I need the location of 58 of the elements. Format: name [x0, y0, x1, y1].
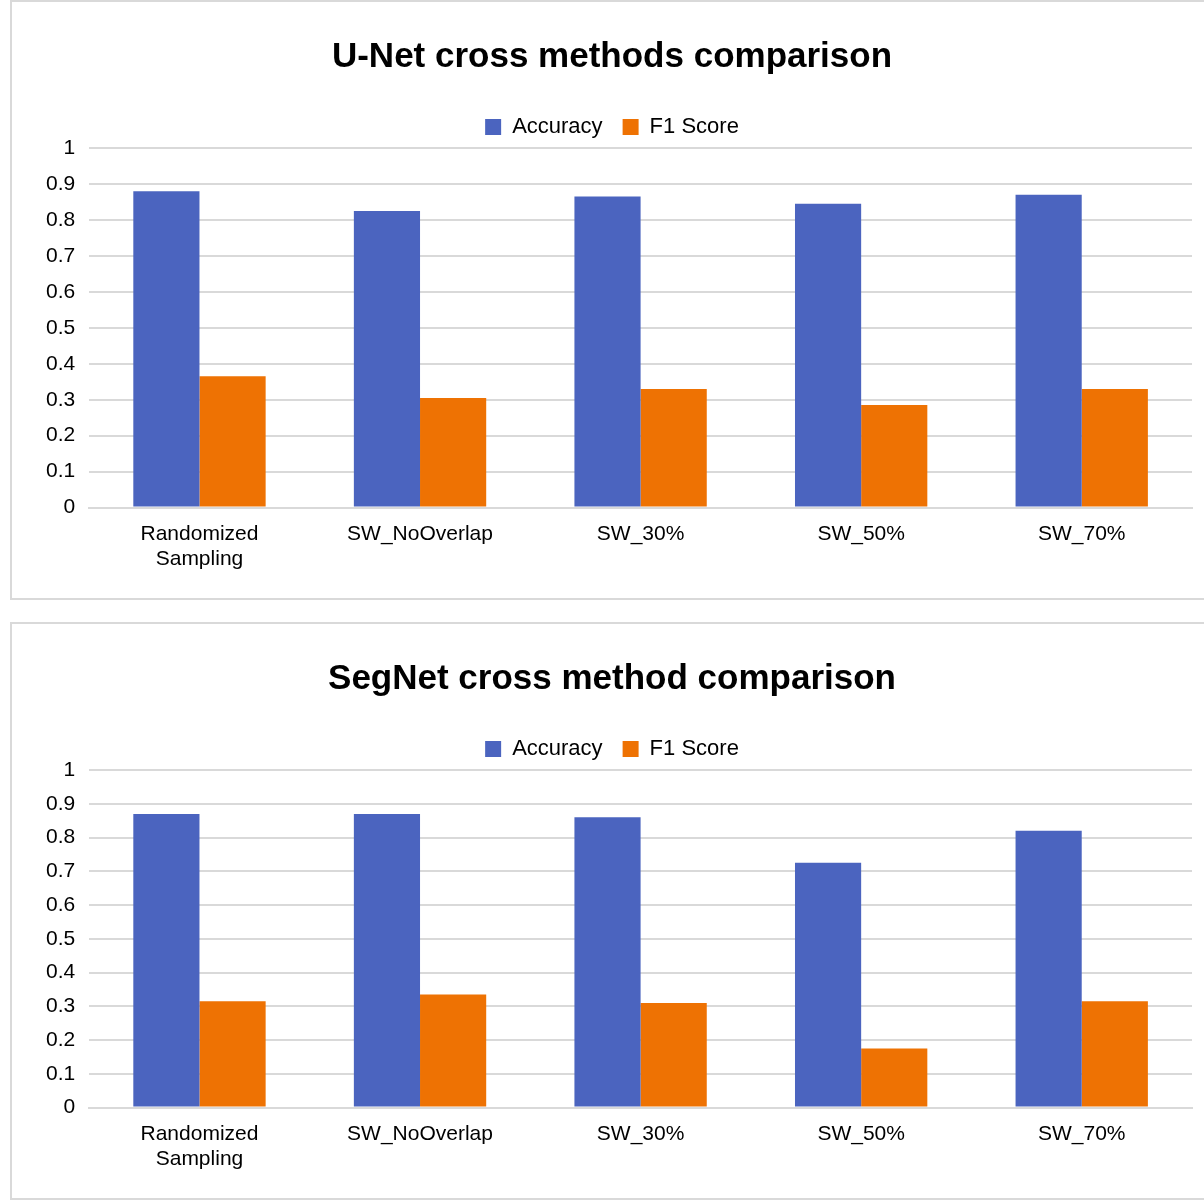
y-tick-label: 0.1: [45, 1060, 76, 1084]
bar: [640, 1002, 707, 1107]
y-tick-label: 0.4: [45, 959, 76, 983]
bar: [133, 813, 200, 1107]
x-tick-label: SW_30%: [596, 521, 685, 545]
bar: [420, 994, 487, 1107]
x-tick-label: SW_30%: [596, 1121, 685, 1145]
y-tick-label: 0.1: [45, 458, 76, 482]
bar: [1081, 388, 1148, 507]
y-tick-label: 0.7: [45, 242, 76, 266]
x-tick-label: SW_70%: [1037, 1121, 1126, 1145]
y-tick-label: 1: [63, 756, 76, 780]
y-tick-label: 0.8: [45, 206, 76, 230]
bar: [1081, 1001, 1148, 1107]
legend-label: Accuracy: [512, 113, 603, 139]
bar: [420, 397, 487, 507]
bar: [640, 388, 707, 507]
legend-label: F1 Score: [649, 735, 739, 761]
x-tick-label: SW_50%: [817, 521, 905, 545]
bar: [794, 862, 862, 1107]
y-tick-label: 0.7: [45, 858, 76, 882]
chart-title: SegNet cross method comparison: [328, 656, 896, 696]
y-tick-label: 0.9: [45, 790, 76, 814]
legend-label: Accuracy: [512, 735, 603, 761]
bar: [794, 203, 862, 507]
bar: [861, 405, 928, 507]
bar: [199, 376, 266, 507]
x-tick-label: Randomized Sampling: [140, 1121, 259, 1170]
y-tick-label: 0.3: [45, 993, 76, 1017]
y-tick-label: 0.5: [45, 925, 76, 949]
y-tick-label: 0.2: [45, 422, 76, 446]
bar: [353, 813, 421, 1107]
y-tick-label: 0.6: [45, 891, 76, 915]
y-tick-label: 0: [63, 494, 76, 518]
bar: [353, 210, 421, 507]
y-tick-label: 0.9: [45, 170, 76, 194]
legend-label: F1 Score: [649, 113, 739, 139]
y-tick-label: 1: [63, 134, 76, 158]
y-tick-label: 0.3: [45, 386, 76, 410]
x-tick-label: SW_70%: [1037, 521, 1126, 545]
y-tick-label: 0.4: [45, 350, 76, 374]
bar: [199, 1001, 266, 1107]
bar: [1015, 830, 1082, 1107]
bar: [574, 196, 641, 507]
bar: [574, 817, 641, 1107]
chart-title: U-Net cross methods comparison: [331, 34, 893, 74]
x-tick-label: SW_NoOverlap: [347, 1121, 493, 1145]
x-tick-label: SW_NoOverlap: [347, 521, 493, 545]
y-tick-label: 0.8: [45, 824, 76, 848]
y-tick-label: 0: [63, 1094, 76, 1118]
bar: [861, 1048, 928, 1107]
y-tick-label: 0.2: [45, 1026, 76, 1050]
bar: [133, 191, 200, 507]
y-tick-label: 0.5: [45, 314, 76, 338]
x-tick-label: Randomized Sampling: [140, 521, 259, 570]
x-tick-label: SW_50%: [817, 1121, 905, 1145]
bar: [1015, 194, 1082, 507]
y-tick-label: 0.6: [45, 278, 76, 302]
